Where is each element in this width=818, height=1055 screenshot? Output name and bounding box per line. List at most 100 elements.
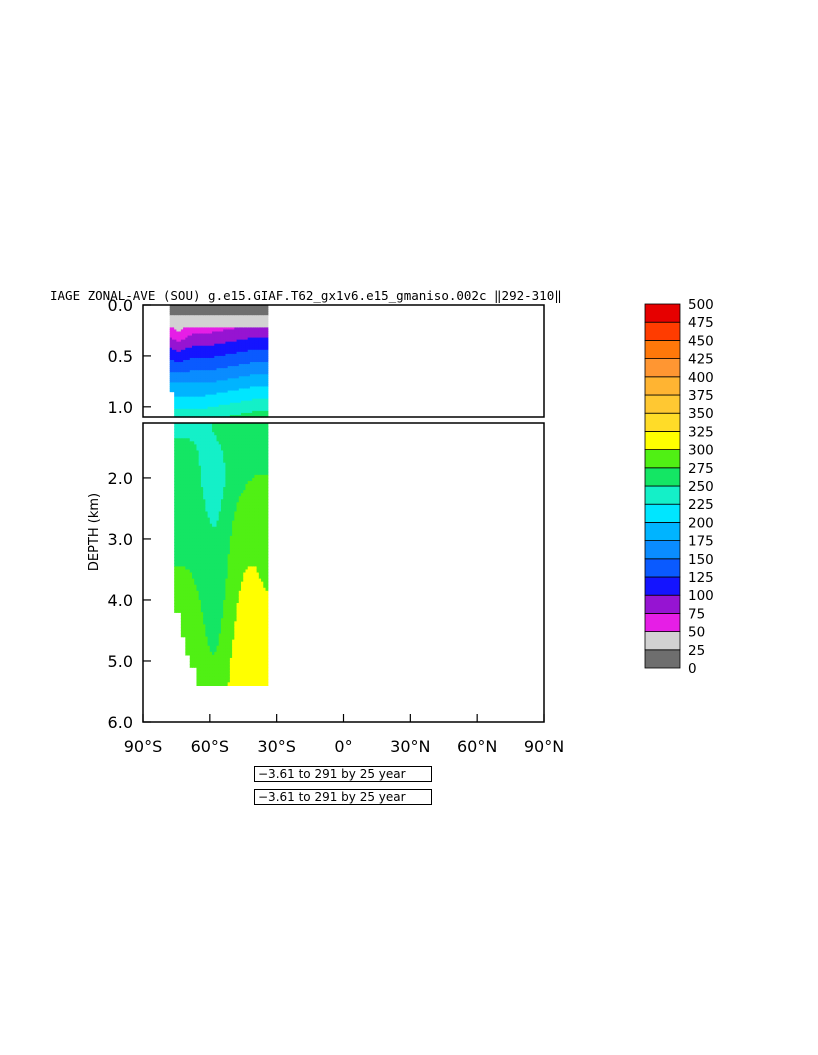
upper-field-cell (192, 353, 195, 357)
lower-field-cell (187, 496, 191, 500)
lower-field-cell (229, 636, 233, 641)
lower-field-cell (176, 529, 180, 534)
lower-field-cell (200, 581, 204, 586)
lower-field-cell (192, 429, 195, 433)
lower-field-cell (223, 685, 227, 686)
lower-field-cell (232, 450, 235, 455)
lower-field-cell (194, 499, 198, 503)
lower-field-cell (192, 462, 195, 467)
upper-field-cell (214, 406, 218, 410)
lower-field-cell (187, 508, 191, 513)
upper-field-cell (220, 321, 224, 324)
lower-field-cell (241, 618, 244, 622)
lower-field-cell (178, 606, 182, 610)
lower-field-cell (207, 636, 211, 641)
lower-field-cell (185, 630, 189, 635)
upper-field-cell (187, 307, 191, 310)
lower-field-cell (212, 471, 215, 476)
upper-field-cell (256, 349, 260, 353)
lower-field-cell (212, 493, 215, 497)
upper-field-cell (209, 364, 213, 367)
lower-field-cell (238, 685, 242, 686)
upper-field-cell (241, 327, 244, 331)
upper-field-cell (261, 402, 264, 406)
upper-field-cell (189, 317, 193, 320)
upper-field-cell (238, 357, 242, 361)
upper-field-cell (227, 305, 231, 308)
upper-field-cell (265, 315, 269, 318)
lower-field-cell (183, 609, 186, 613)
upper-field-cell (258, 333, 262, 337)
upper-field-cell (229, 398, 233, 402)
lower-field-cell (183, 548, 186, 552)
upper-field-cell (229, 364, 233, 367)
upper-field-cell (178, 412, 182, 416)
lower-field-cell (238, 453, 242, 458)
lower-field-cell (218, 520, 222, 525)
lower-field-cell (187, 520, 191, 525)
lower-field-cell (227, 673, 231, 677)
lower-field-cell (174, 551, 178, 555)
upper-field-cell (196, 372, 200, 375)
upper-field-cell (256, 311, 260, 314)
lower-field-cell (209, 505, 213, 510)
upper-field-cell (245, 307, 249, 310)
upper-field-cell (225, 307, 229, 310)
lower-field-cell (178, 499, 182, 503)
upper-field-cell (185, 357, 189, 361)
lower-field-cell (225, 551, 229, 555)
upper-field-cell (247, 382, 251, 386)
upper-field-cell (261, 412, 264, 416)
lower-field-cell (238, 480, 242, 485)
upper-field-cell (200, 355, 204, 359)
upper-field-cell (192, 372, 195, 375)
upper-field-cell (176, 345, 180, 349)
upper-field-cell (245, 319, 249, 322)
lower-field-cell (205, 538, 209, 543)
lower-field-cell (187, 599, 191, 604)
lower-field-cell (220, 520, 224, 525)
upper-field-cell (194, 374, 198, 377)
upper-field-cell (225, 317, 229, 320)
upper-field-cell (258, 388, 262, 392)
lower-field-cell (214, 654, 218, 659)
upper-field-cell (258, 410, 262, 414)
lower-field-cell (176, 471, 180, 476)
upper-field-cell (241, 339, 244, 343)
lower-field-cell (241, 667, 244, 671)
upper-field-cell (256, 368, 260, 371)
lower-field-cell (207, 581, 211, 586)
upper-field-cell (229, 392, 233, 396)
lower-field-cell (200, 423, 204, 427)
lower-field-cell (238, 569, 242, 574)
lower-field-cell (229, 664, 233, 668)
upper-field-cell (229, 378, 233, 381)
lower-field-cell (232, 621, 235, 625)
upper-field-cell (183, 337, 186, 341)
upper-field-cell (247, 333, 251, 337)
upper-field-cell (171, 315, 175, 318)
lower-field-cell (192, 426, 195, 430)
upper-field-cell (223, 368, 227, 371)
upper-field-cell (192, 396, 195, 400)
lower-field-cell (194, 520, 198, 525)
lower-field-cell (203, 590, 206, 595)
upper-field-cell (192, 408, 195, 412)
upper-field-cell (227, 404, 231, 408)
lower-field-cell (212, 679, 215, 683)
lower-field-cell (207, 679, 211, 683)
upper-field-cell (256, 394, 260, 398)
upper-field-cell (207, 388, 211, 392)
lower-field-cell (232, 609, 235, 613)
upper-field-cell (225, 380, 229, 383)
upper-field-cell (192, 400, 195, 404)
upper-field-cell (176, 402, 180, 406)
lower-field-cell (220, 453, 224, 458)
upper-field-cell (249, 378, 253, 381)
lower-field-cell (223, 648, 227, 653)
upper-field-cell (236, 349, 240, 353)
lower-field-cell (209, 554, 213, 558)
lower-field-cell (207, 502, 211, 506)
lower-field-cell (203, 456, 206, 461)
upper-field-cell (223, 345, 227, 349)
